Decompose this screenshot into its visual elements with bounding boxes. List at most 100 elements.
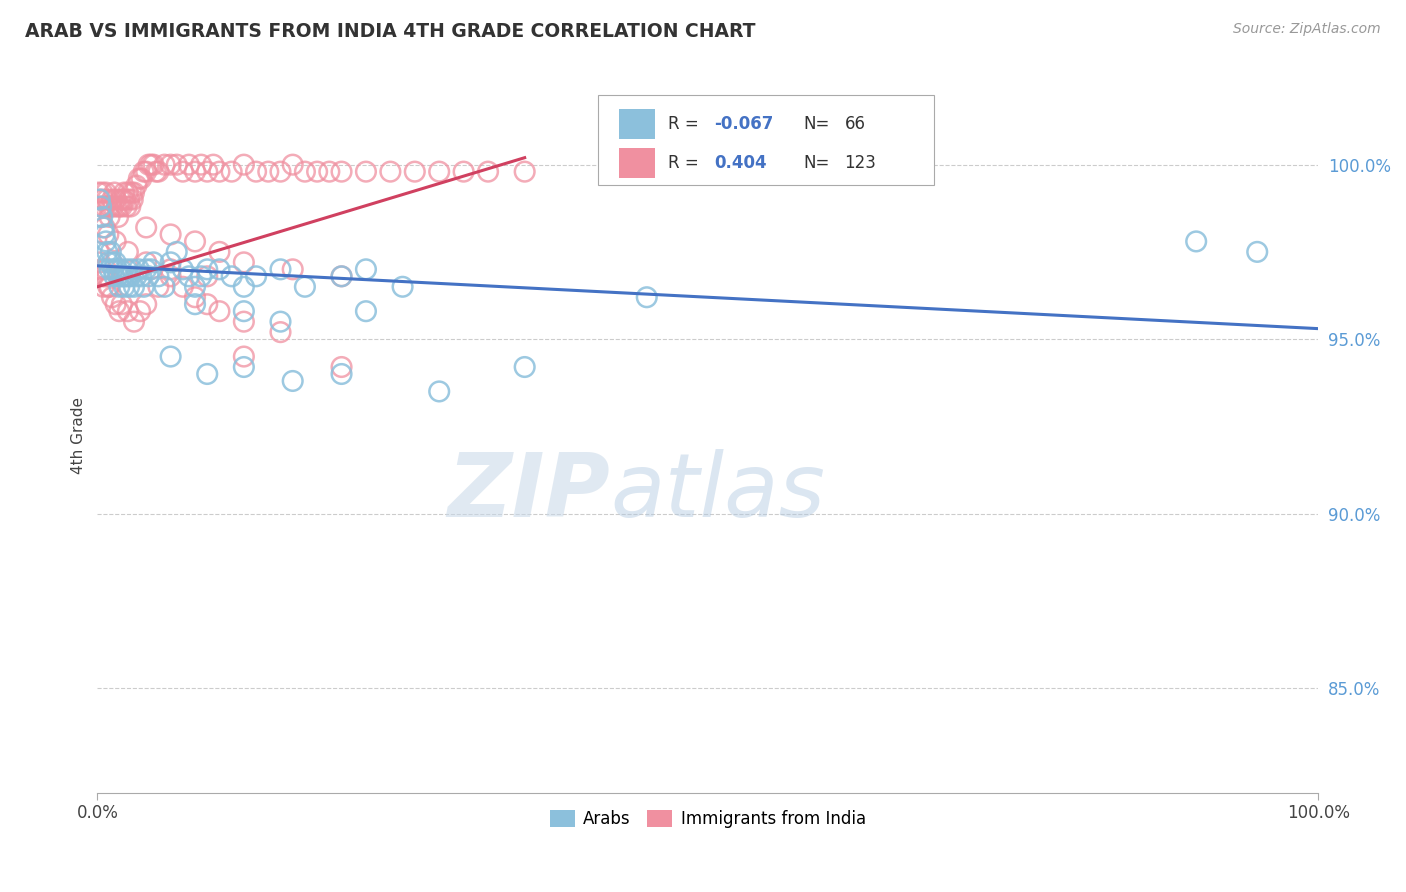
Point [94, 186, 117, 200]
Point [122, 186, 145, 200]
Text: atlas: atlas [610, 450, 825, 535]
Text: ARAB VS IMMIGRANTS FROM INDIA 4TH GRADE CORRELATION CHART: ARAB VS IMMIGRANTS FROM INDIA 4TH GRADE … [25, 22, 756, 41]
Point [97, 279, 120, 293]
Point [101, 193, 124, 207]
Point [90, 262, 112, 277]
Point [330, 164, 353, 178]
Point [148, 269, 170, 284]
Point [318, 164, 340, 178]
Point [232, 315, 254, 329]
Point [330, 367, 353, 381]
Point [129, 304, 152, 318]
Point [513, 359, 536, 374]
Point [105, 200, 128, 214]
Point [232, 350, 254, 364]
Point [307, 164, 329, 178]
Point [232, 304, 254, 318]
Point [96, 269, 118, 284]
Point [114, 269, 136, 284]
Text: R =: R = [668, 154, 703, 172]
Point [184, 235, 207, 249]
Point [221, 164, 243, 178]
Point [159, 350, 181, 364]
Point [159, 227, 181, 242]
Point [281, 262, 304, 277]
Point [294, 279, 316, 293]
Point [120, 200, 142, 214]
Point [159, 158, 181, 172]
Point [93, 227, 115, 242]
Point [125, 178, 148, 193]
Point [128, 171, 150, 186]
Point [208, 164, 231, 178]
Point [166, 244, 188, 259]
Point [391, 279, 413, 293]
Point [98, 262, 121, 277]
Point [135, 220, 157, 235]
Point [101, 290, 124, 304]
Point [330, 269, 353, 284]
Point [202, 158, 225, 172]
Point [125, 269, 148, 284]
Point [93, 220, 115, 235]
Point [166, 158, 188, 172]
Point [90, 210, 112, 224]
Legend: Arabs, Immigrants from India: Arabs, Immigrants from India [543, 803, 873, 834]
Point [208, 244, 231, 259]
Point [135, 262, 157, 277]
Point [90, 200, 112, 214]
Text: 123: 123 [845, 154, 876, 172]
Point [245, 164, 267, 178]
Point [159, 255, 181, 269]
Point [118, 193, 141, 207]
Point [112, 186, 135, 200]
Point [98, 279, 121, 293]
Point [159, 262, 181, 277]
Point [172, 279, 194, 293]
Point [108, 304, 131, 318]
Point [269, 164, 291, 178]
Point [139, 158, 162, 172]
Point [135, 297, 157, 311]
Point [294, 164, 316, 178]
Point [87, 186, 110, 200]
Point [208, 304, 231, 318]
Point [120, 269, 142, 284]
Point [232, 255, 254, 269]
Point [128, 262, 150, 277]
Point [103, 200, 125, 214]
Point [121, 193, 143, 207]
Point [131, 171, 153, 186]
Point [195, 164, 218, 178]
Point [104, 193, 127, 207]
Text: N=: N= [803, 154, 830, 172]
Point [269, 325, 291, 339]
Point [93, 269, 115, 284]
Point [477, 164, 499, 178]
Point [104, 297, 127, 311]
Point [90, 200, 112, 214]
Point [172, 164, 194, 178]
Point [636, 290, 658, 304]
Point [135, 255, 157, 269]
Point [111, 297, 134, 311]
Point [330, 359, 353, 374]
Point [257, 164, 280, 178]
Point [115, 200, 138, 214]
Point [139, 262, 162, 277]
Point [148, 279, 170, 293]
Point [195, 262, 218, 277]
Point [117, 244, 139, 259]
Point [117, 304, 139, 318]
FancyBboxPatch shape [598, 95, 934, 185]
Point [105, 262, 128, 277]
Point [281, 374, 304, 388]
Point [104, 255, 127, 269]
Point [172, 262, 194, 277]
Point [108, 200, 131, 214]
Point [117, 186, 139, 200]
Point [96, 244, 118, 259]
Point [232, 158, 254, 172]
Point [107, 269, 129, 284]
Point [195, 367, 218, 381]
